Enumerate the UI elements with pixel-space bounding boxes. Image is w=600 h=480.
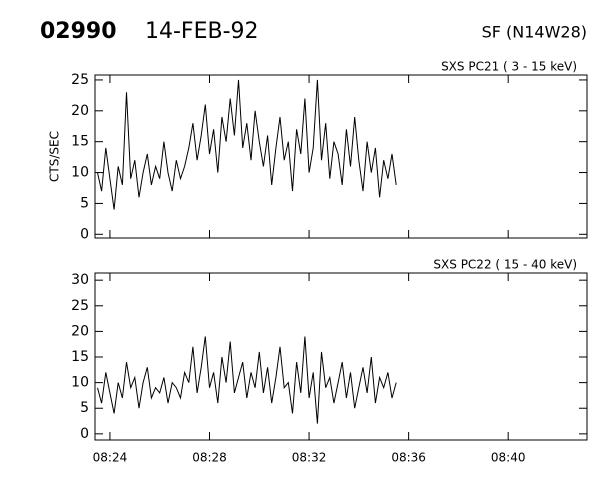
x-tick-label: 08:40 (491, 451, 526, 465)
plot-frame (94, 74, 588, 239)
y-tick-label: 30 (71, 272, 89, 288)
x-tick-label: 08:36 (391, 451, 426, 465)
y-tick-label: 5 (80, 195, 89, 211)
record-id: 02990 (40, 19, 117, 44)
panel-title: SXS PC22 ( 15 - 40 keV) (433, 258, 577, 272)
y-tick-label: 5 (80, 400, 89, 416)
data-line (97, 79, 397, 210)
data-line (97, 336, 397, 424)
x-tick-label: 08:28 (192, 451, 227, 465)
y-tick-label: 25 (71, 298, 89, 314)
plot-frame (94, 272, 588, 441)
location: SF (N14W28) (482, 23, 587, 42)
y-tick-label: 0 (80, 226, 89, 242)
date: 14-FEB-92 (145, 19, 259, 44)
y-tick-label: 15 (71, 134, 89, 150)
y-tick-label: 10 (71, 375, 89, 391)
y-tick-label: 25 (71, 72, 89, 88)
y-tick-label: 20 (71, 323, 89, 339)
y-tick-label: 10 (71, 165, 89, 181)
x-tick-label: 08:24 (93, 451, 128, 465)
y-tick-label: 15 (71, 349, 89, 365)
panel-title: SXS PC21 ( 3 - 15 keV) (441, 60, 577, 74)
y-tick-label: 20 (71, 103, 89, 119)
x-tick-label: 08:32 (292, 451, 327, 465)
y-tick-label: 0 (80, 426, 89, 442)
y-axis-label: CTS/SEC (48, 131, 62, 182)
